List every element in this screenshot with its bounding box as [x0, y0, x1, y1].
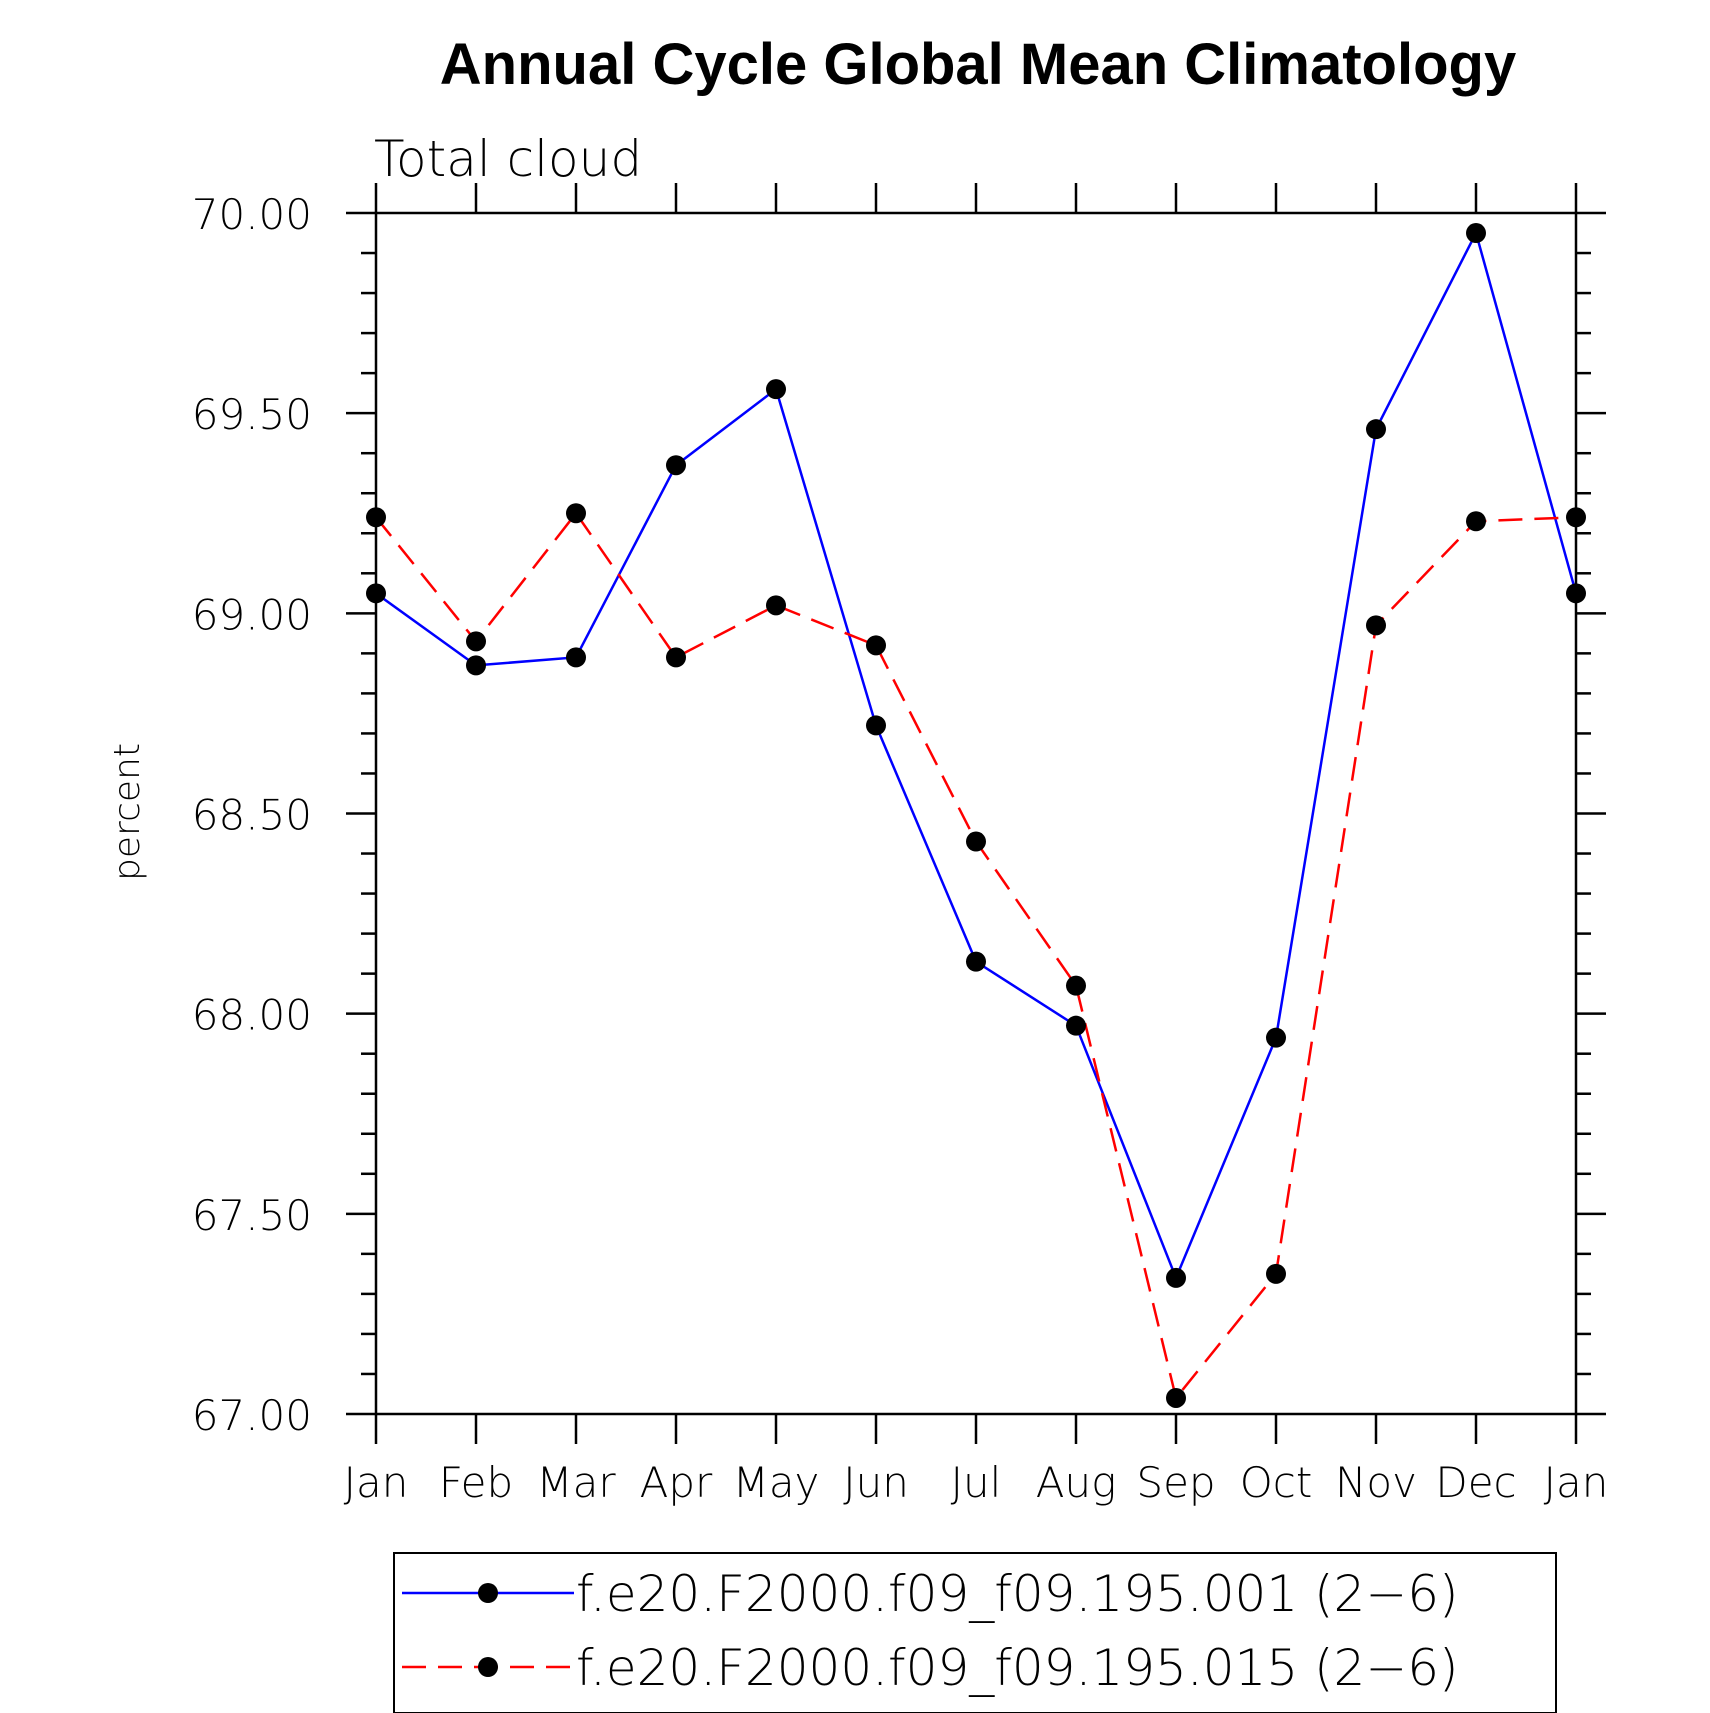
x-tick-label: Nov	[1335, 1458, 1417, 1507]
x-tick-label: Jan	[1544, 1458, 1609, 1507]
series-2-point	[366, 507, 386, 528]
series-1-point	[666, 455, 686, 476]
x-tick-label: May	[733, 1458, 820, 1507]
series-2-point	[1366, 615, 1386, 636]
series-1-point	[1266, 1027, 1286, 1048]
series-2-point	[466, 631, 486, 652]
y-tick-label: 67.50	[192, 1191, 312, 1240]
series-2-point	[566, 503, 586, 524]
x-tick-label: Apr	[640, 1458, 713, 1507]
y-tick-label: 67.00	[192, 1391, 312, 1440]
chart-subtitle: Total cloud	[374, 130, 642, 188]
series-1-point	[1066, 1015, 1086, 1036]
series-1-point	[466, 655, 486, 676]
series-2-point	[1566, 507, 1586, 528]
y-tick-label: 70.00	[192, 190, 312, 239]
x-tick-label: Jan	[344, 1458, 409, 1507]
series-2-point	[666, 647, 686, 668]
series-2-point	[1066, 975, 1086, 996]
legend-marker-2	[478, 1657, 498, 1677]
series-2-point	[1166, 1387, 1186, 1408]
legend: f.e20.F2000.f09_f09.195.001 (2−6) f.e20.F…	[402, 1565, 1459, 1697]
y-tick-label: 68.50	[192, 791, 312, 840]
series-layer	[366, 223, 1586, 1408]
series-line-1	[375, 229, 1578, 1282]
series-1-point	[1566, 583, 1586, 604]
series-1-point	[966, 951, 986, 972]
x-tick-label: Mar	[536, 1458, 616, 1507]
x-tick-label: Dec	[1435, 1458, 1516, 1507]
y-axis-label: percent	[107, 743, 148, 881]
plot-frame	[374, 211, 1578, 1416]
series-1-point	[866, 715, 886, 736]
x-tick-label: Oct	[1240, 1458, 1313, 1507]
series-1-point	[566, 647, 586, 668]
series-1-point	[366, 583, 386, 604]
series-2-point	[866, 635, 886, 656]
series-1-point	[1466, 223, 1486, 244]
series-2-point	[766, 595, 786, 616]
y-tick-label: 69.00	[192, 590, 312, 639]
series-1-point	[1166, 1267, 1186, 1288]
legend-label-2: f.e20.F2000.f09_f09.195.015 (2−6)	[576, 1639, 1459, 1697]
y-tick-label: 69.50	[192, 390, 312, 439]
series-2-point	[1266, 1263, 1286, 1284]
legend-label-1: f.e20.F2000.f09_f09.195.001 (2−6)	[576, 1565, 1459, 1623]
series-2-point	[1466, 511, 1486, 532]
x-tick-label: Jun	[843, 1458, 909, 1507]
legend-marker-1	[478, 1583, 498, 1603]
x-tick-label: Aug	[1036, 1458, 1117, 1507]
x-tick-label: Jul	[951, 1458, 1002, 1507]
x-tick-label: Sep	[1136, 1458, 1215, 1507]
axes-layer: Jan Feb Mar Apr May Jun Jul Aug Sep Oct Nov Dec Jan 6…	[192, 183, 1609, 1507]
chart-title: Annual Cycle Global Mean Climatology	[440, 32, 1516, 97]
x-tick-label: Feb	[439, 1458, 513, 1507]
series-2-point	[966, 831, 986, 852]
series-1-point	[1366, 419, 1386, 440]
series-1-point	[766, 379, 786, 400]
legend-box	[393, 1552, 1557, 1713]
y-tick-label: 68.00	[192, 991, 312, 1040]
